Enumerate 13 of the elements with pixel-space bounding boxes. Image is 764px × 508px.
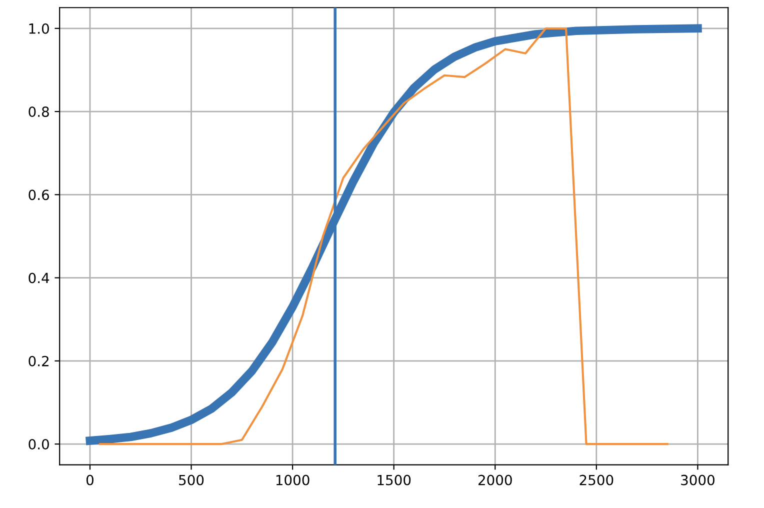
- y-tick-label: 0.0: [28, 439, 49, 450]
- y-tick-label: 1.0: [29, 23, 49, 34]
- x-tick-label: 0: [86, 474, 94, 486]
- y-tick-label: 0.4: [28, 272, 50, 284]
- y-tick-label: 0.6: [28, 190, 49, 200]
- x-tick-label: 1500: [378, 474, 411, 486]
- x-tick-label: 2500: [580, 474, 614, 486]
- x-tick-label: 1000: [276, 474, 310, 486]
- x-tick-label: 500: [179, 474, 204, 486]
- x-tick-label: 3000: [681, 474, 714, 486]
- y-tick-label: 0.2: [28, 356, 48, 366]
- x-tick-label: 2000: [478, 474, 512, 486]
- y-tick-label: 0.8: [28, 106, 49, 118]
